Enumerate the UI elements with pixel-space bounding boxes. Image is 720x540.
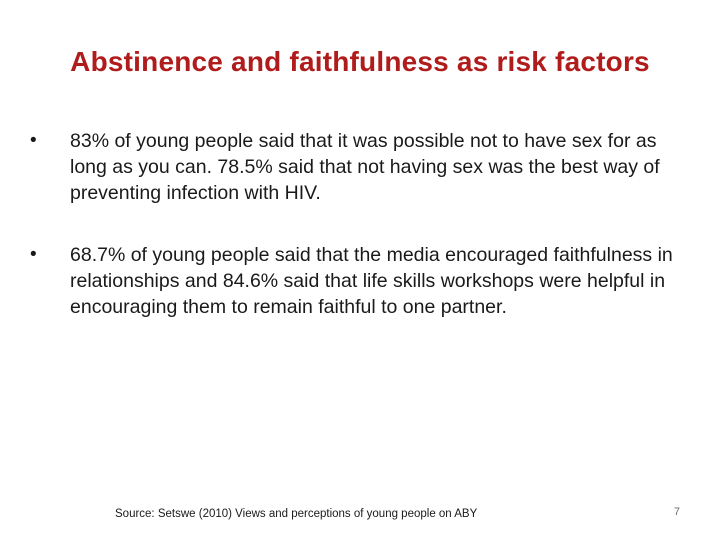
bullet-text: 68.7% of young people said that the medi… bbox=[70, 244, 673, 318]
bullet-list: • 83% of young people said that it was p… bbox=[30, 128, 690, 356]
slide-title: Abstinence and faithfulness as risk fact… bbox=[70, 46, 650, 77]
bullet-item: • 68.7% of young people said that the me… bbox=[30, 242, 690, 320]
page-number: 7 bbox=[673, 506, 680, 518]
source-citation: Source: Setswe (2010) Views and percepti… bbox=[115, 508, 478, 520]
bullet-marker: • bbox=[30, 130, 37, 151]
bullet-item: • 83% of young people said that it was p… bbox=[30, 128, 690, 206]
bullet-marker: • bbox=[30, 244, 37, 265]
bullet-text: 83% of young people said that it was pos… bbox=[70, 130, 660, 204]
